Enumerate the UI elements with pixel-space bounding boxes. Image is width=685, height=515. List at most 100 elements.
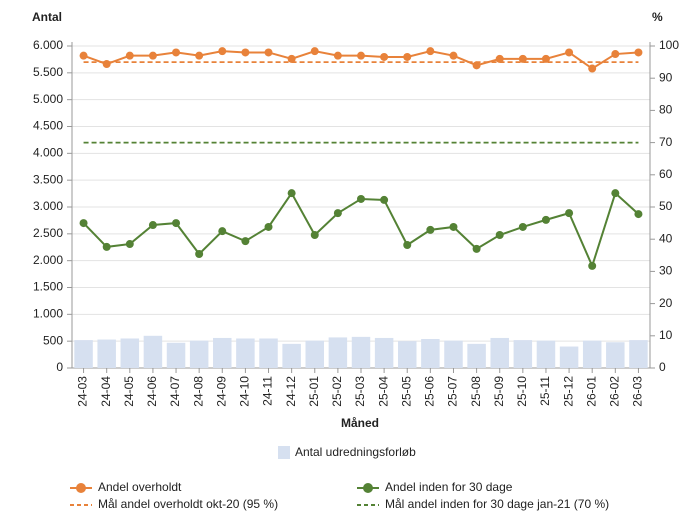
bar (513, 340, 533, 368)
point (495, 231, 504, 240)
x-tick-label: 25-11 (538, 376, 552, 406)
point (565, 48, 574, 57)
y2-tick-label: 20 (659, 296, 673, 310)
y-tick-label: 3.000 (33, 199, 63, 213)
y2-tick-label: 50 (659, 199, 673, 213)
x-tick-label: 24-11 (261, 376, 275, 406)
line (82, 191, 640, 269)
point (403, 240, 412, 249)
point (264, 222, 273, 231)
x-tick-label: 26-02 (607, 376, 621, 407)
point (148, 51, 157, 60)
legend-label: Andel inden for 30 dage (385, 480, 513, 494)
point (611, 50, 620, 59)
point (218, 227, 227, 236)
bar (467, 343, 486, 368)
y-tick-label: 2.500 (33, 226, 63, 240)
bar (629, 340, 648, 368)
point (333, 209, 342, 218)
bar (559, 346, 579, 368)
legend-label: Mål andel overholdt okt-20 (95 %) (98, 497, 278, 511)
point (611, 189, 620, 198)
bar (282, 343, 301, 368)
y-tick-label: 0 (56, 360, 63, 374)
point (357, 51, 365, 60)
point (195, 250, 204, 259)
bar (305, 340, 325, 368)
x-tick-label: 26-01 (584, 376, 598, 407)
point (148, 221, 157, 230)
bar (328, 337, 348, 368)
bar (189, 340, 209, 368)
point (241, 48, 250, 57)
point (518, 54, 527, 63)
bar (120, 338, 140, 368)
point (541, 215, 550, 224)
y2-tick-label: 100 (659, 38, 679, 52)
point (449, 51, 458, 60)
x-tick-label: 26-03 (631, 376, 645, 407)
point (634, 48, 643, 57)
point (357, 194, 365, 203)
x-tick-label: 24-10 (238, 376, 252, 407)
y-tick-label: 1.500 (33, 280, 63, 294)
x-tick-label: 25-05 (399, 376, 413, 407)
x-tick-label: 24-08 (191, 376, 205, 407)
x-tick-label: 25-06 (423, 376, 437, 407)
point (588, 261, 597, 270)
bar (536, 340, 556, 368)
x-tick-label: 24-03 (76, 376, 90, 407)
point (426, 47, 435, 56)
y-tick-label: 5.000 (33, 92, 63, 106)
point (241, 237, 250, 246)
legend-label: Andel overholdt (98, 480, 182, 494)
bar (582, 340, 602, 368)
y-tick-label: 2.000 (33, 253, 63, 267)
x-tick-label: 25-10 (515, 376, 529, 407)
point (380, 195, 389, 204)
point (287, 54, 296, 63)
x-tick-label: 24-09 (214, 376, 228, 407)
point (264, 48, 273, 57)
point (172, 219, 181, 228)
point (449, 222, 458, 231)
legend-marker (363, 483, 373, 493)
y2-tick-label: 60 (659, 167, 673, 181)
point (310, 231, 319, 240)
bar (97, 339, 116, 368)
point (472, 244, 481, 253)
point (495, 54, 504, 63)
point (125, 51, 134, 60)
bar (166, 342, 186, 368)
y2-axis-title: % (652, 10, 663, 24)
point (380, 52, 389, 61)
y-tick-label: 1.000 (33, 307, 63, 321)
point (541, 54, 550, 63)
y2-tick-label: 70 (659, 135, 673, 149)
x-tick-label: 25-03 (353, 376, 367, 407)
y-tick-label: 3.500 (33, 172, 63, 186)
bar (74, 340, 93, 368)
legend-marker (76, 483, 86, 493)
legend-swatch (278, 446, 290, 459)
x-tick-label: 25-07 (446, 376, 460, 407)
bar (143, 335, 163, 368)
x-axis-title: Måned (341, 416, 379, 430)
point (125, 240, 134, 249)
bar (236, 338, 255, 368)
bar (421, 339, 440, 368)
legend-label: Mål andel inden for 30 dage jan-21 (70 %… (385, 497, 609, 511)
legend-label: Antal udredningsforløb (295, 445, 416, 459)
y-tick-label: 4.000 (33, 146, 63, 160)
point (172, 48, 181, 57)
y2-tick-label: 80 (659, 103, 673, 117)
bar (444, 340, 463, 368)
x-tick-label: 25-08 (469, 376, 483, 407)
bar (213, 337, 232, 368)
point (310, 47, 319, 56)
bar (606, 342, 625, 368)
point (403, 52, 412, 61)
point (195, 51, 204, 60)
x-tick-label: 24-05 (122, 376, 136, 407)
